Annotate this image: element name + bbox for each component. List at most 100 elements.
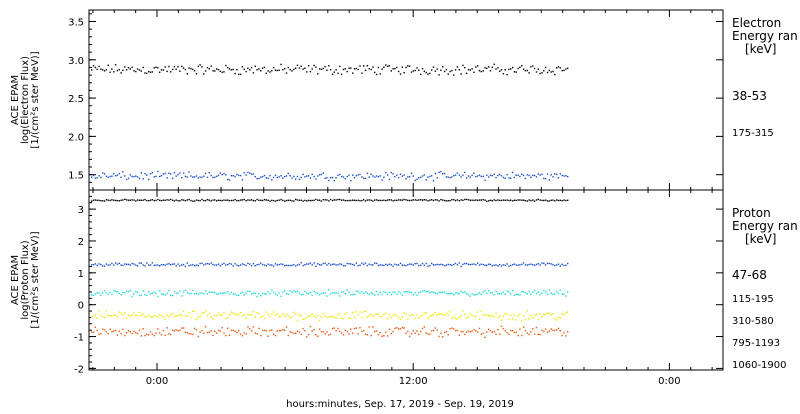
data-point-115-195 xyxy=(306,263,308,265)
data-point-175-315 xyxy=(475,176,477,178)
data-point-1060-1900 xyxy=(364,333,367,335)
data-point-175-315 xyxy=(216,175,218,178)
data-point-1060-1900 xyxy=(208,331,210,333)
electron-ylabel-line-3: [1/(cm²s ster MeV)] xyxy=(30,51,41,148)
data-point-310-580 xyxy=(416,294,418,296)
data-point-115-195 xyxy=(216,264,218,266)
data-point-175-315 xyxy=(425,179,427,181)
data-point-310-580 xyxy=(346,289,348,291)
data-point-1060-1900 xyxy=(315,334,317,336)
data-point-310-580 xyxy=(188,292,190,295)
data-point-1060-1900 xyxy=(148,334,150,336)
data-point-38-53 xyxy=(155,66,157,68)
data-point-795-1193 xyxy=(366,316,369,318)
data-point-115-195 xyxy=(567,262,569,265)
data-point-47-68 xyxy=(329,198,332,201)
data-point-38-53 xyxy=(337,72,339,75)
data-point-1060-1900 xyxy=(462,331,464,333)
data-point-115-195 xyxy=(449,264,451,266)
data-point-175-315 xyxy=(192,176,194,178)
data-point-1060-1900 xyxy=(212,334,214,337)
data-point-1060-1900 xyxy=(92,331,95,333)
data-point-175-315 xyxy=(170,173,172,175)
data-point-38-53 xyxy=(522,68,525,70)
data-point-47-68 xyxy=(243,198,245,201)
data-point-795-1193 xyxy=(476,311,479,313)
data-point-38-53 xyxy=(263,66,266,69)
data-point-38-53 xyxy=(480,70,482,73)
data-point-175-315 xyxy=(528,174,530,177)
data-point-795-1193 xyxy=(421,314,424,316)
data-point-795-1193 xyxy=(346,311,348,314)
data-point-795-1193 xyxy=(223,312,225,314)
data-point-310-580 xyxy=(556,290,558,293)
data-point-1060-1900 xyxy=(539,333,541,336)
data-point-795-1193 xyxy=(221,314,223,316)
data-point-310-580 xyxy=(159,290,161,292)
data-point-47-68 xyxy=(486,200,488,202)
data-point-115-195 xyxy=(159,265,161,267)
data-point-47-68 xyxy=(91,200,93,202)
data-point-115-195 xyxy=(421,262,424,265)
data-point-175-315 xyxy=(429,175,431,178)
data-point-1060-1900 xyxy=(506,332,508,334)
data-point-175-315 xyxy=(491,175,493,177)
data-point-47-68 xyxy=(432,199,435,202)
data-point-47-68 xyxy=(230,199,233,202)
data-point-38-53 xyxy=(182,67,185,69)
data-point-795-1193 xyxy=(390,316,392,319)
data-point-38-53 xyxy=(449,70,451,73)
data-point-310-580 xyxy=(236,294,238,297)
data-point-115-195 xyxy=(280,263,282,265)
data-point-115-195 xyxy=(317,263,319,265)
data-point-47-68 xyxy=(340,199,343,201)
data-point-1060-1900 xyxy=(544,328,547,330)
electron-data-points xyxy=(91,63,569,182)
data-point-1060-1900 xyxy=(346,330,348,333)
data-point-47-68 xyxy=(567,199,569,201)
data-point-38-53 xyxy=(274,69,277,71)
data-point-795-1193 xyxy=(98,310,100,312)
data-point-47-68 xyxy=(98,199,100,202)
data-point-175-315 xyxy=(464,171,466,174)
data-point-175-315 xyxy=(460,176,462,178)
data-point-310-580 xyxy=(559,289,561,291)
data-point-310-580 xyxy=(258,293,260,295)
data-point-38-53 xyxy=(340,73,343,76)
data-point-115-195 xyxy=(467,263,470,266)
data-point-115-195 xyxy=(361,262,363,264)
data-point-38-53 xyxy=(348,67,350,69)
data-point-795-1193 xyxy=(521,320,523,322)
data-point-1060-1900 xyxy=(254,332,256,334)
data-point-115-195 xyxy=(488,263,490,265)
data-point-1060-1900 xyxy=(335,329,337,332)
data-point-310-580 xyxy=(342,291,345,293)
data-point-795-1193 xyxy=(399,318,402,320)
data-point-175-315 xyxy=(142,178,144,180)
data-point-795-1193 xyxy=(454,317,457,320)
data-point-1060-1900 xyxy=(160,334,163,336)
data-point-115-195 xyxy=(535,263,538,266)
data-point-310-580 xyxy=(94,293,97,295)
data-point-38-53 xyxy=(324,66,326,68)
data-point-795-1193 xyxy=(331,316,334,318)
data-point-38-53 xyxy=(96,68,98,70)
data-point-115-195 xyxy=(309,262,312,264)
data-point-175-315 xyxy=(346,175,348,178)
data-point-795-1193 xyxy=(377,313,380,315)
data-point-38-53 xyxy=(526,69,528,72)
data-point-310-580 xyxy=(171,294,174,297)
data-point-47-68 xyxy=(464,198,466,201)
data-point-115-195 xyxy=(227,263,229,266)
data-point-47-68 xyxy=(475,199,477,201)
data-point-175-315 xyxy=(473,172,475,174)
data-point-38-53 xyxy=(399,73,402,75)
data-point-310-580 xyxy=(300,294,302,296)
data-point-115-195 xyxy=(146,262,148,264)
data-point-310-580 xyxy=(557,292,560,294)
data-point-175-315 xyxy=(482,175,484,177)
data-point-310-580 xyxy=(291,291,293,293)
data-point-310-580 xyxy=(383,291,385,293)
data-point-1060-1900 xyxy=(179,329,181,331)
data-point-795-1193 xyxy=(302,318,304,320)
